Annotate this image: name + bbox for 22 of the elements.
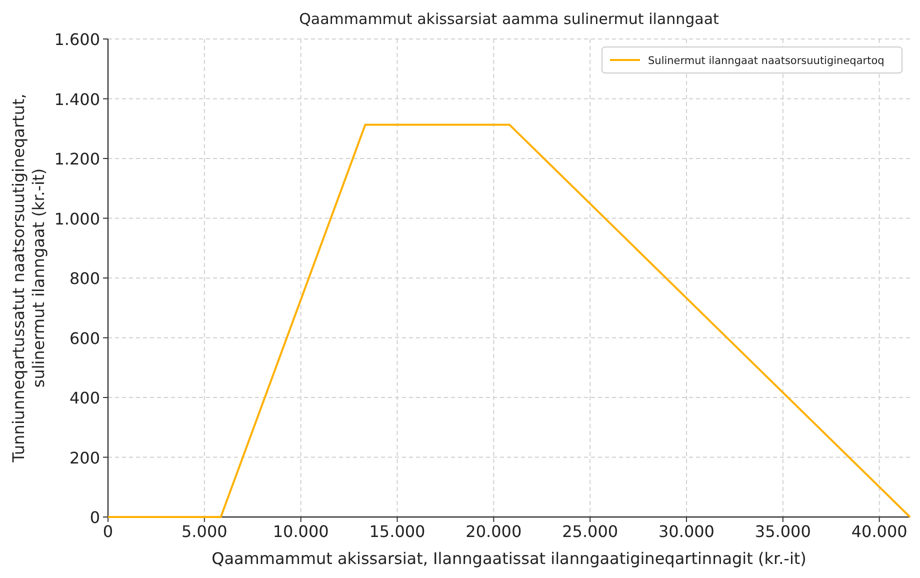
- x-tick-label: 30.000: [658, 522, 714, 541]
- y-tick-label: 1.200: [54, 150, 100, 168]
- legend-label: Sulinermut ilanngaat naatsorsuutigineqartoq: [648, 55, 884, 67]
- y-tick-label: 400: [69, 388, 100, 408]
- y-axis-title: Tunniunneqartussatut naatsorsuutigineqartut, sulinermut ilanngaat (kr.-it): [9, 94, 48, 464]
- x-axis-title: Qaammammut akissarsiat, Ilanngaatissat ilanngaatigineqartinnagit (kr.-it): [212, 549, 806, 568]
- y-tick-label: 0: [90, 508, 100, 527]
- x-tick-label: 40.000: [851, 522, 908, 541]
- y-tick-label: 800: [69, 269, 100, 288]
- x-tick-label: 35.000: [754, 522, 811, 541]
- y-tick-label: 1.000: [54, 209, 100, 228]
- y-tick-label: 200: [69, 448, 100, 468]
- x-tick-label: 5.000: [182, 522, 228, 541]
- x-tick-label: 15.000: [369, 522, 426, 541]
- y-tick-label: 1.400: [54, 90, 100, 109]
- x-tick-label: 25.000: [562, 522, 618, 541]
- x-tick-label: 20.000: [466, 522, 522, 541]
- x-tick-label: 10.000: [272, 522, 329, 541]
- x-tick-label: 0: [102, 522, 114, 541]
- y-tick-label: 600: [69, 328, 100, 348]
- chart-title: Qaammammut akissarsiat aamma sulinermut ilanngaat: [299, 10, 720, 28]
- y-tick-label: 1.600: [54, 30, 100, 49]
